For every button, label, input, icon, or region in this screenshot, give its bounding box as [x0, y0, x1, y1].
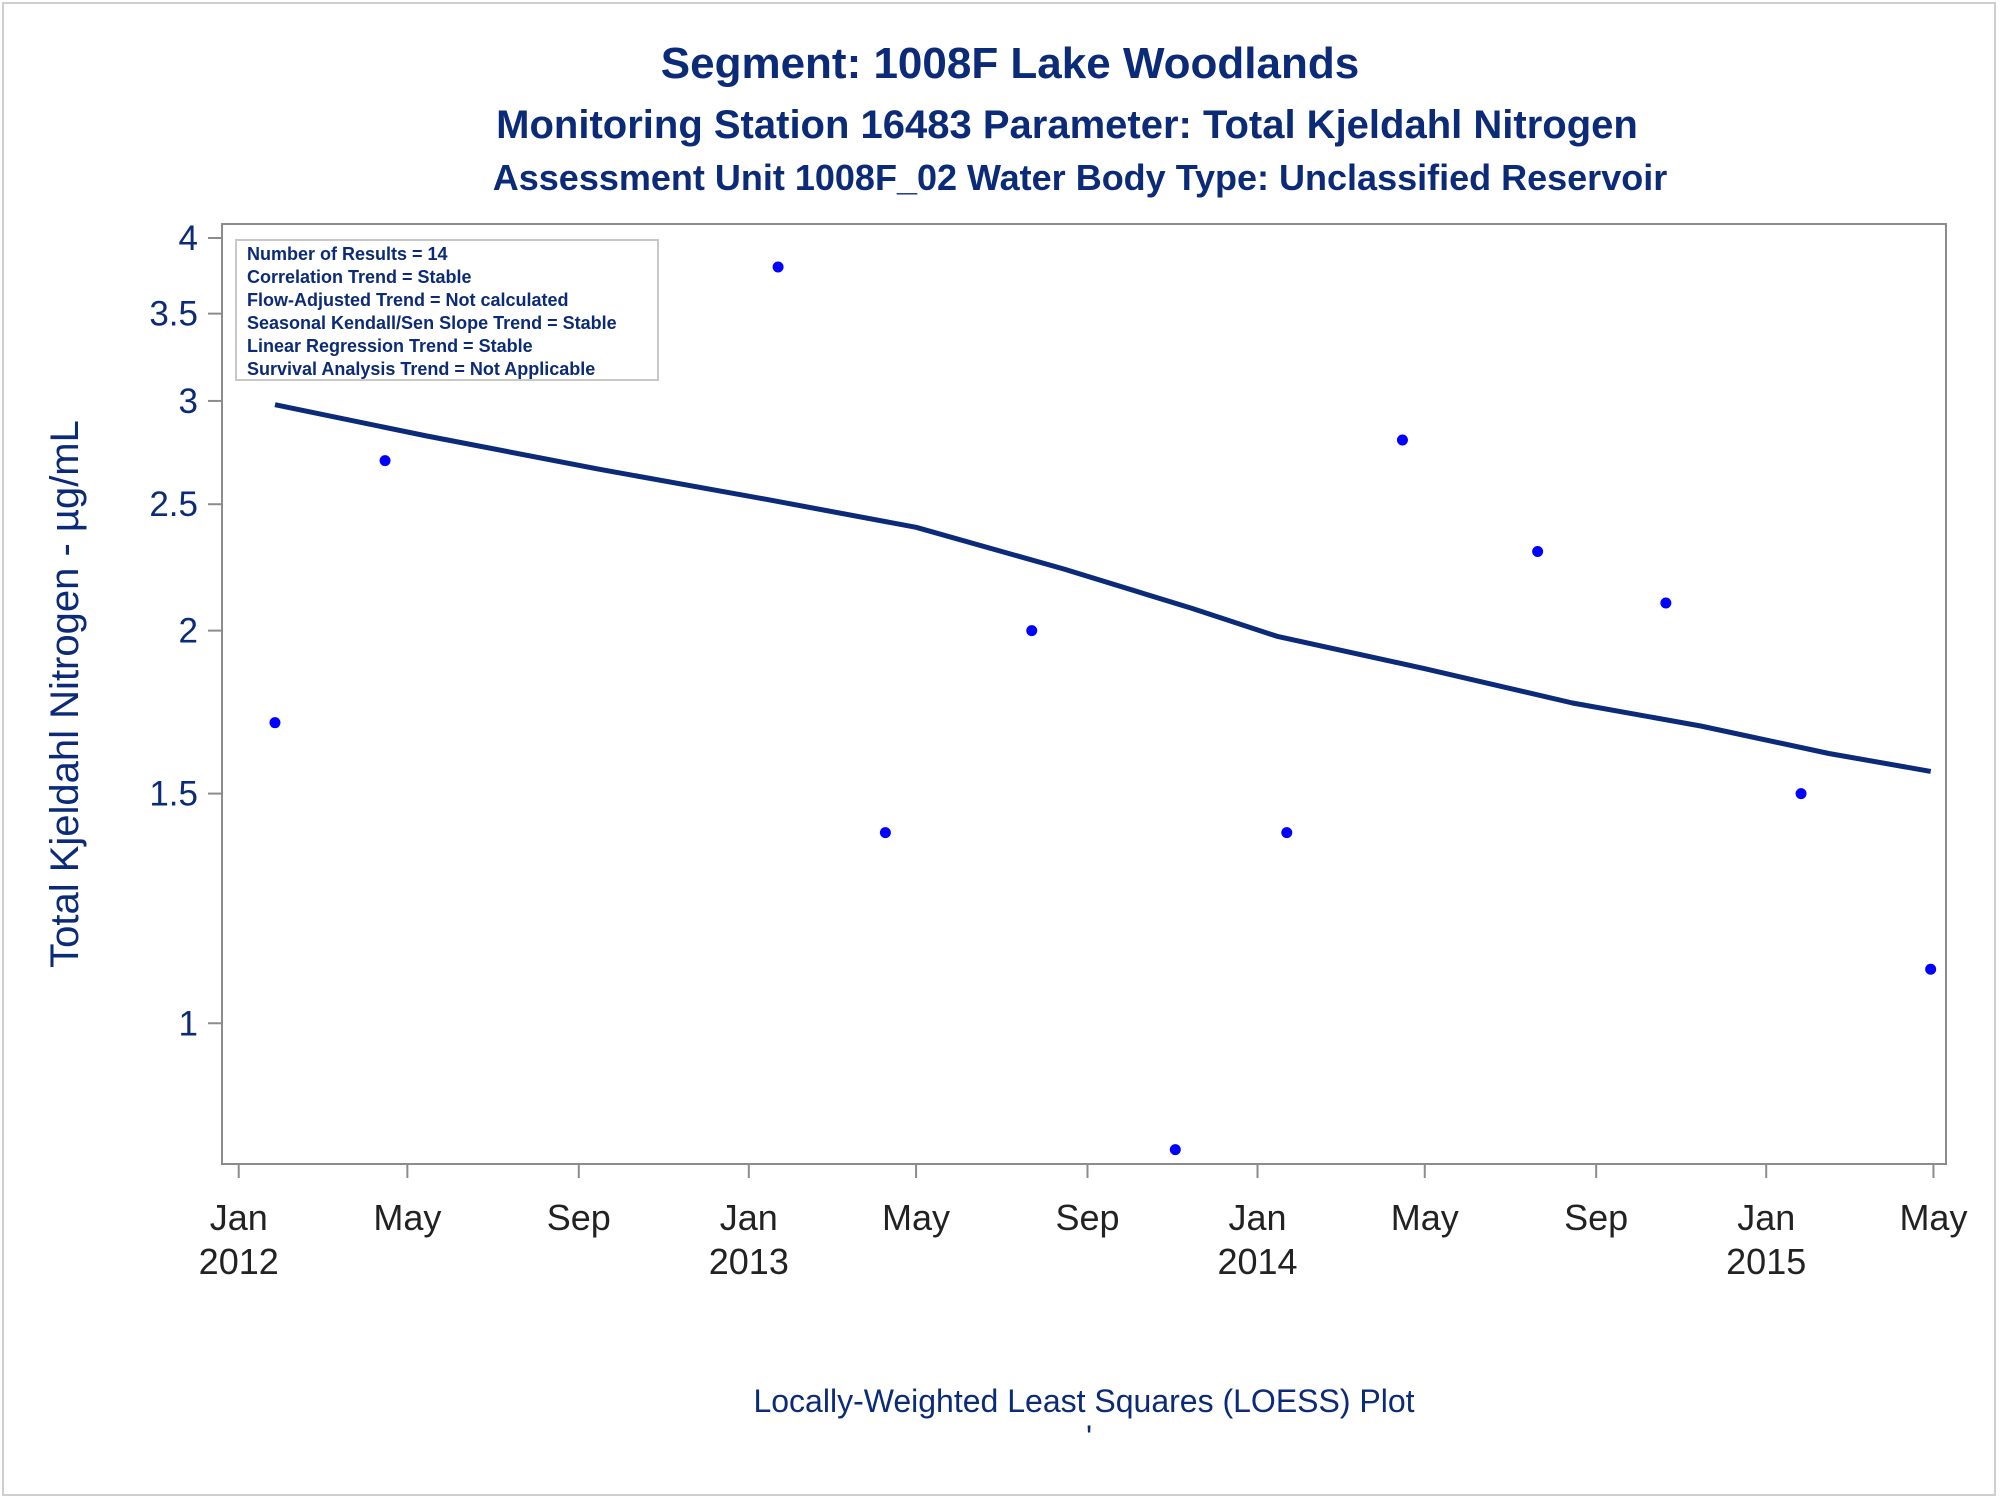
x-tick-month-label: May: [1899, 1197, 1967, 1238]
x-tick-month-label: Jan: [210, 1197, 268, 1238]
scatter-point: [1026, 625, 1038, 637]
x-tick-month-label: May: [882, 1197, 950, 1238]
x-tick-year-label: 2012: [199, 1241, 279, 1282]
x-tick-year-label: 2015: [1726, 1241, 1806, 1282]
y-tick-label: 3.5: [149, 295, 198, 334]
x-tick-year-label: 2013: [709, 1241, 789, 1282]
scatter-point: [269, 717, 281, 729]
chart-title: Segment: 1008F Lake Woodlands: [661, 39, 1359, 88]
scatter-point: [1169, 1144, 1181, 1156]
scatter-point: [1281, 827, 1293, 839]
inset-line-seasonal: Seasonal Kendall/Sen Slope Trend = Stabl…: [247, 313, 617, 333]
y-tick-label: 3: [179, 382, 198, 421]
inset-line-correlation: Correlation Trend = Stable: [247, 267, 472, 287]
loess-line: [274, 402, 1932, 774]
data-marks: [269, 246, 1937, 1156]
scatter-point: [1925, 963, 1937, 975]
x-tick-month-label: Sep: [1564, 1197, 1628, 1238]
y-tick-label: 4: [179, 219, 198, 258]
footnote-mark: ': [1086, 1419, 1092, 1455]
x-tick-month-label: Jan: [1228, 1197, 1286, 1238]
scatter-point: [379, 455, 391, 467]
y-tick-label: 2.5: [149, 485, 198, 524]
inset-line-flow: Flow-Adjusted Trend = Not calculated: [247, 290, 569, 310]
y-tick-label: 1: [179, 1004, 198, 1043]
scatter-point: [1795, 788, 1807, 800]
x-tick-year-label: 2014: [1217, 1241, 1297, 1282]
x-tick-month-label: May: [1391, 1197, 1459, 1238]
chart-subtitle-2: Assessment Unit 1008F_02 Water Body Type…: [493, 157, 1667, 198]
scatter-point: [1660, 597, 1672, 609]
stats-inset-box: [235, 239, 659, 381]
y-axis-label: Total Kjeldahl Nitrogen - µg/mL: [43, 420, 87, 968]
y-ticks: 1 1.5 2 2.5 3 3.5 4: [149, 219, 222, 1043]
inset-line-survival: Survival Analysis Trend = Not Applicable: [247, 359, 595, 379]
x-tick-month-label: May: [373, 1197, 441, 1238]
inset-line-regression: Linear Regression Trend = Stable: [247, 336, 533, 356]
x-tick-month-label: Sep: [1055, 1197, 1119, 1238]
scatter-point: [1396, 434, 1408, 446]
scatter-point: [879, 827, 891, 839]
y-tick-label: 1.5: [149, 775, 198, 814]
scatter-point: [1532, 545, 1544, 557]
y-tick-label: 2: [179, 612, 198, 651]
chart-subtitle: Monitoring Station 16483 Parameter: Tota…: [496, 103, 1638, 147]
footnote: Locally-Weighted Least Squares (LOESS) P…: [753, 1383, 1414, 1419]
x-tick-month-label: Jan: [720, 1197, 778, 1238]
inset-line-results: Number of Results = 14: [247, 244, 448, 264]
x-tick-month-label: Sep: [547, 1197, 611, 1238]
x-tick-month-label: Jan: [1737, 1197, 1795, 1238]
scatter-point: [772, 261, 784, 273]
stats-inset: Number of Results = 14 Correlation Trend…: [235, 239, 659, 381]
